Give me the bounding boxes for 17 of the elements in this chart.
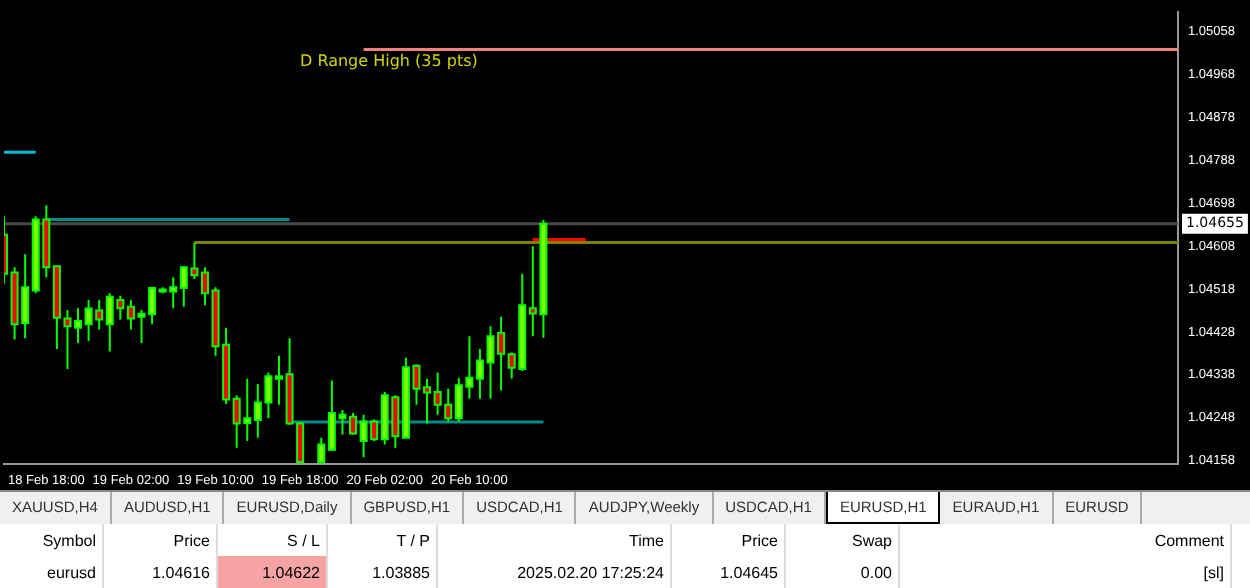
- text: 1.04616: [103, 556, 217, 588]
- text: S / L: [217, 524, 327, 556]
- text: [sl]: [899, 556, 1231, 588]
- text: 1.04645: [671, 556, 785, 588]
- text: 1.04622: [217, 556, 327, 588]
- text: 2025.02.20 17:25:24: [437, 556, 671, 588]
- text: 0.00: [785, 556, 899, 588]
- text: Comment: [899, 524, 1231, 556]
- text: Time: [437, 524, 671, 556]
- text: T / P: [327, 524, 437, 556]
- text: eurusd: [0, 556, 103, 588]
- text: Symbol: [0, 524, 103, 556]
- text: Swap: [785, 524, 899, 556]
- text: Price: [103, 524, 217, 556]
- annotation: D Range High (35 pts): [300, 52, 478, 70]
- text: Price: [671, 524, 785, 556]
- text: 1.03885: [327, 556, 437, 588]
